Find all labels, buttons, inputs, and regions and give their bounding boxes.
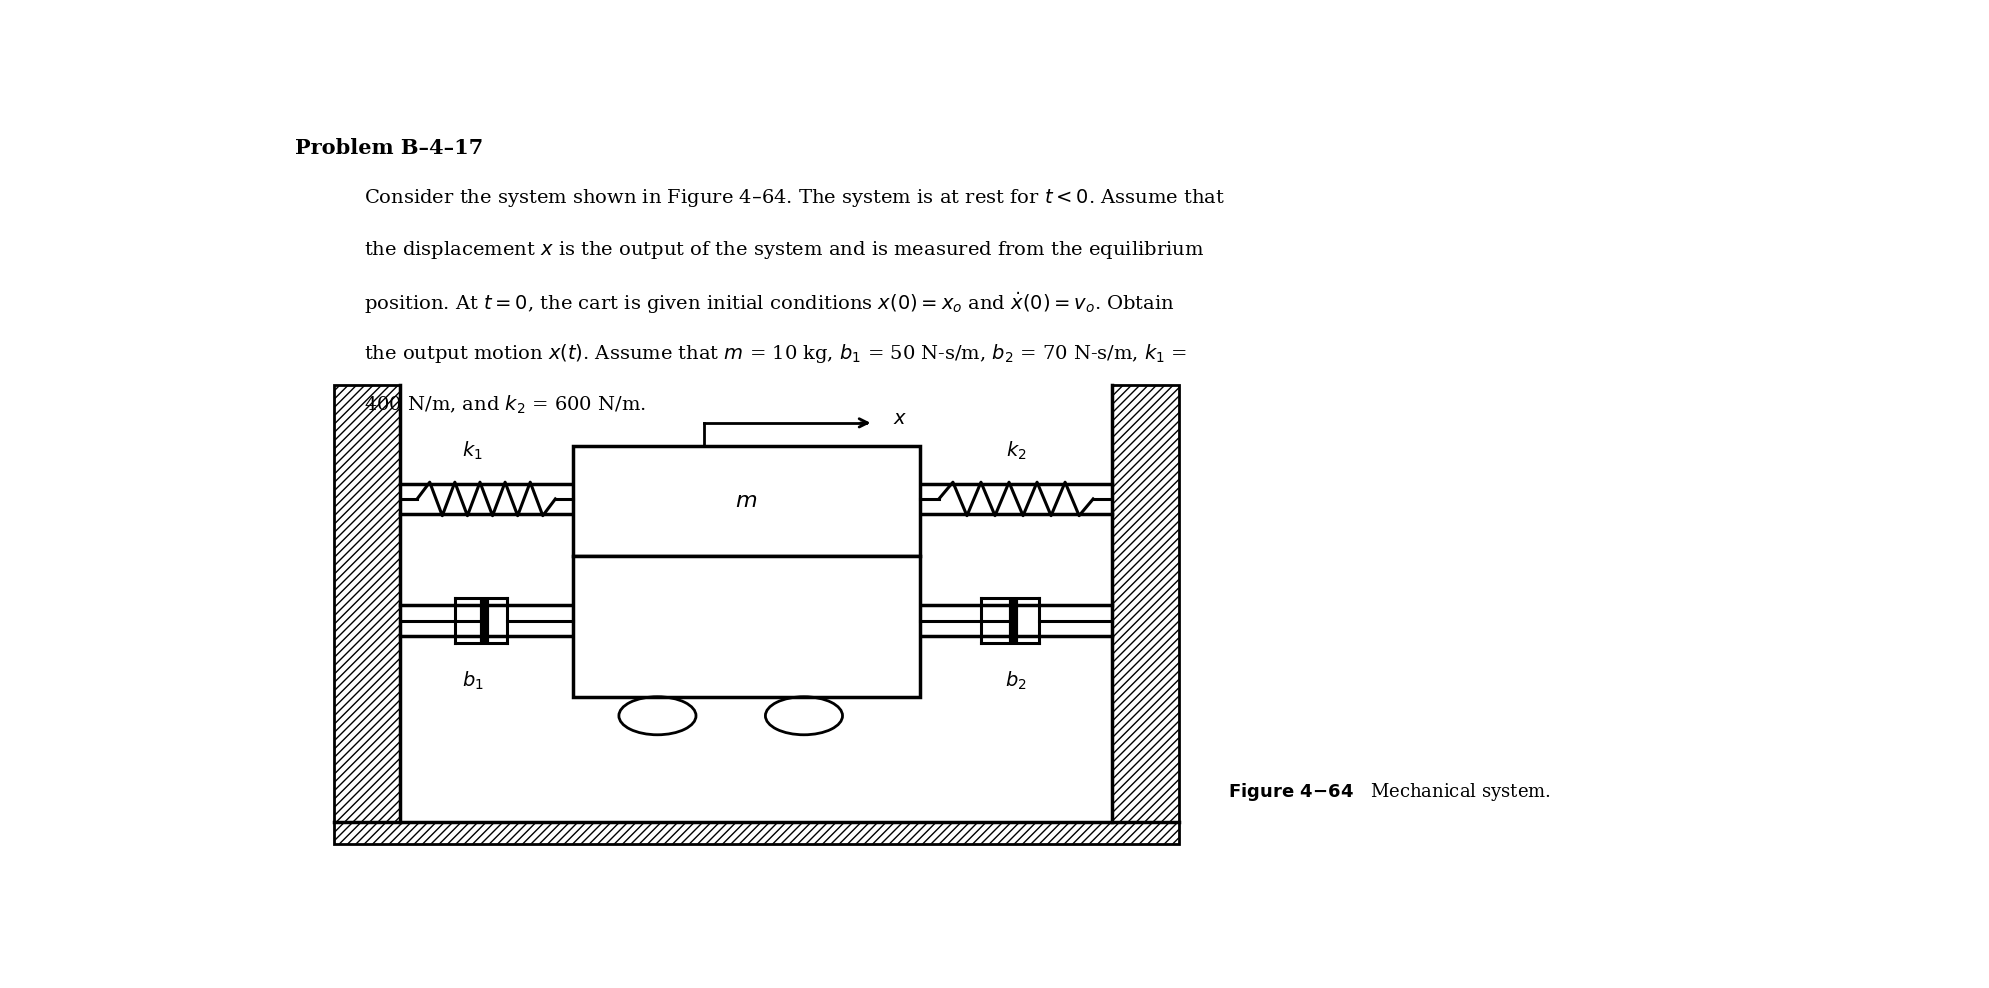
Text: $x$: $x$ (893, 410, 907, 428)
Text: the displacement $x$ is the output of the system and is measured from the equili: the displacement $x$ is the output of th… (364, 239, 1203, 261)
Text: position. At $t = 0$, the cart is given initial conditions $x(0) = x_o$ and $\do: position. At $t = 0$, the cart is given … (364, 290, 1175, 316)
Text: 400 N/m, and $k_2$ = 600 N/m.: 400 N/m, and $k_2$ = 600 N/m. (364, 394, 646, 416)
Text: $m$: $m$ (734, 490, 758, 512)
Text: $b_2$: $b_2$ (1004, 670, 1026, 693)
Text: $\bf{Figure\ 4}$$\bf{\!-\!64}$   Mechanical system.: $\bf{Figure\ 4}$$\bf{\!-\!64}$ Mechanica… (1227, 781, 1549, 803)
Text: $b_1$: $b_1$ (461, 670, 483, 693)
Text: $k_2$: $k_2$ (1004, 440, 1026, 462)
Polygon shape (334, 822, 1177, 844)
Bar (573, 446, 919, 556)
Text: the output motion $x(t)$. Assume that $m$ = 10 kg, $b_1$ = 50 N-s/m, $b_2$ = 70 : the output motion $x(t)$. Assume that $m… (364, 342, 1187, 366)
Text: Consider the system shown in Figure 4–64. The system is at rest for $t < 0$. Ass: Consider the system shown in Figure 4–64… (364, 187, 1225, 209)
Text: $k_1$: $k_1$ (461, 440, 483, 462)
Polygon shape (1112, 385, 1177, 822)
Bar (573, 556, 919, 697)
Polygon shape (334, 385, 400, 822)
Text: Problem B–4–17: Problem B–4–17 (294, 137, 483, 157)
